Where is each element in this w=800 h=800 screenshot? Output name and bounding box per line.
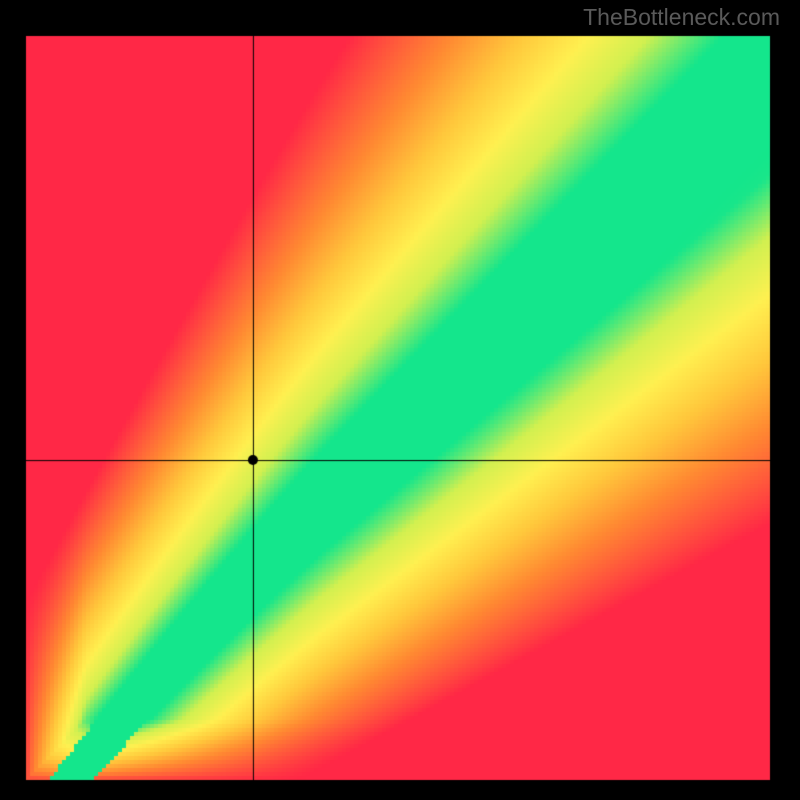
watermark-text: TheBottleneck.com <box>583 4 780 31</box>
bottleneck-heatmap-chart <box>0 0 800 800</box>
